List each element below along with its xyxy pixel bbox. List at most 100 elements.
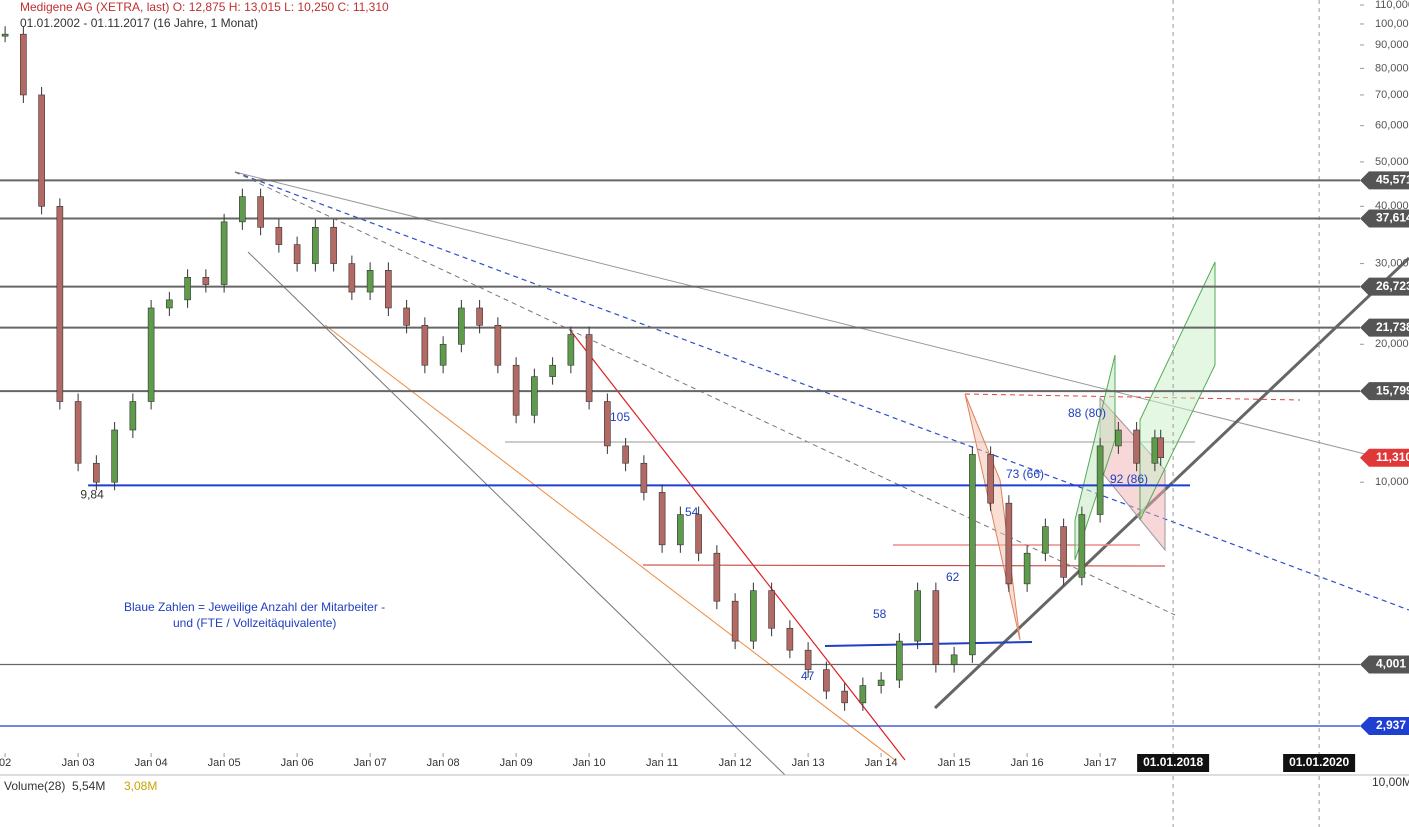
note: und (FTE / Vollzeitäquivalente) (173, 616, 336, 630)
candle-body (896, 640, 903, 681)
candle-body (348, 263, 356, 293)
candle-body (458, 307, 465, 345)
volume-label: Volume(28) (4, 779, 65, 793)
future-tick-label: 01.01.2020 (1289, 755, 1349, 769)
candle-body (494, 324, 502, 366)
annotation: 62 (946, 570, 960, 584)
candle-body (877, 679, 885, 686)
x-tick-label: Jan 13 (792, 757, 825, 769)
candle-body (1023, 552, 1031, 585)
candle-body (750, 590, 757, 642)
candle-body (969, 454, 976, 656)
level-label: 21,738 (1376, 320, 1409, 334)
candle-body (859, 685, 867, 704)
volume-value: 5,54M (72, 779, 105, 793)
x-tick-label: Jan 03 (62, 757, 95, 769)
note: Blaue Zahlen = Jeweilige Anzahl der Mita… (124, 600, 385, 614)
candle-body (786, 627, 794, 651)
candle-body (56, 206, 64, 402)
candle-body (1078, 514, 1086, 578)
level-box (1360, 277, 1409, 296)
candle-body (275, 226, 283, 245)
y-tick-label: 110,000 (1375, 0, 1409, 11)
candle-body (622, 445, 629, 464)
annotation: 105 (610, 410, 630, 424)
level-label: 26,723 (1376, 279, 1409, 293)
x-tick-label: Jan 11 (646, 757, 678, 769)
candle-body (74, 401, 82, 464)
y-tick-label: 100,000 (1375, 18, 1409, 30)
candle-body (768, 590, 775, 629)
y-tick-label: 80,000 (1375, 62, 1409, 74)
x-tick-label: Jan 12 (719, 757, 752, 769)
candle-body (677, 514, 684, 546)
y-tick-label: 10,000 (1375, 476, 1409, 488)
y-tick-label: 90,000 (1375, 39, 1409, 51)
annotation: 92 (86) (1110, 472, 1148, 486)
future-tick-label: 01.01.2018 (1143, 755, 1203, 769)
candle-body (366, 270, 374, 293)
x-tick-label: Jan 06 (281, 757, 314, 769)
annotations: 105 54 47 58 62 73 (66) 88 (80) 92 (86) (610, 406, 1148, 683)
candle-body (1005, 502, 1013, 585)
volume-axis-label: 10,00M (1372, 775, 1409, 789)
x-tick-label: Jan 04 (135, 757, 168, 769)
candles (1, 26, 1165, 711)
candle-body (1115, 429, 1122, 447)
candle-body (111, 429, 118, 483)
candle-body (312, 226, 319, 264)
future-tick-box (1283, 754, 1356, 772)
level-box (1360, 209, 1409, 228)
candle-body (531, 376, 538, 416)
x-tick-label: 02 (0, 757, 11, 769)
candle-body (914, 590, 921, 642)
candle-body (257, 196, 264, 228)
y-tick-label: 50,000 (1375, 156, 1409, 168)
current-price-label: 11,310 (1376, 450, 1409, 464)
candle-body (932, 590, 940, 665)
candle-body (421, 324, 429, 366)
candle-body (512, 364, 520, 416)
candle-body (220, 221, 228, 285)
candle-body (1042, 526, 1049, 554)
candle-body (385, 270, 392, 309)
level-box (1360, 717, 1409, 736)
candle-body (439, 343, 447, 366)
level-label: 4,001 (1376, 657, 1406, 671)
annotation: 54 (685, 505, 699, 519)
current-price-box (1360, 448, 1409, 467)
level-box (1360, 655, 1409, 674)
candle-body (1151, 437, 1159, 464)
candle-body (640, 462, 648, 493)
level-label: 37,614 (1376, 211, 1409, 225)
candle-body (20, 33, 27, 96)
candle-body (1133, 429, 1140, 464)
volume-average: 3,08M (124, 779, 157, 793)
candle-body (1157, 437, 1165, 459)
y-tick-label: 20,000 (1375, 338, 1409, 350)
candle-body (549, 364, 556, 377)
candle-body (330, 226, 337, 264)
x-tick-label: Jan 10 (573, 757, 606, 769)
candle-body (1060, 526, 1067, 578)
y-tick-label: 60,000 (1375, 120, 1409, 132)
candle-body (239, 196, 246, 223)
y-tick-label: 30,000 (1375, 257, 1409, 269)
candle-body (950, 654, 958, 665)
x-tick-label: Jan 15 (938, 757, 971, 769)
level-box (1360, 318, 1409, 337)
chart-subtitle: 01.01.2002 - 01.11.2017 (16 Jahre, 1 Mon… (20, 16, 258, 30)
candle-body (804, 649, 812, 670)
level-label: 2,937 (1376, 718, 1406, 732)
level-box (1360, 171, 1409, 190)
x-tick-label: Jan 16 (1011, 757, 1044, 769)
candle-body (841, 690, 848, 704)
annotation: 88 (80) (1068, 406, 1106, 420)
candle-body (658, 492, 666, 546)
level-label: 15,799 (1376, 383, 1409, 397)
x-tick-label: Jan 17 (1084, 757, 1117, 769)
candle-body (403, 307, 410, 326)
chart-title: Medigene AG (XETRA, last) O: 12,875 H: 1… (20, 0, 389, 14)
candle-body (695, 514, 702, 554)
